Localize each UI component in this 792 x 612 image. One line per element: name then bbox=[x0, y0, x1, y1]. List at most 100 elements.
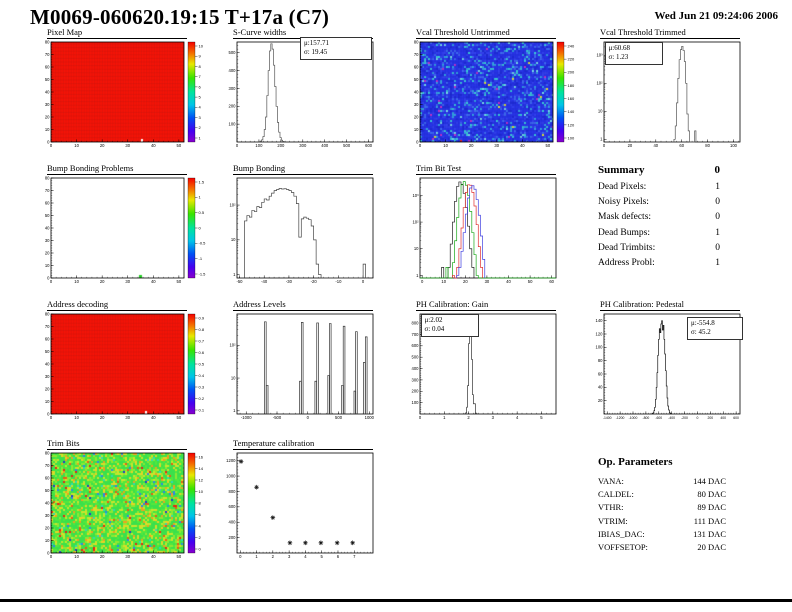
svg-text:10: 10 bbox=[199, 489, 204, 494]
svg-text:30: 30 bbox=[45, 102, 50, 107]
summary-heading: Summary bbox=[598, 164, 645, 176]
svg-text:1.5: 1.5 bbox=[199, 179, 205, 184]
svg-text:10: 10 bbox=[74, 279, 79, 284]
svg-text:0: 0 bbox=[239, 554, 242, 559]
svg-text:20: 20 bbox=[45, 386, 50, 391]
summary-grade: 0 bbox=[714, 164, 721, 176]
svg-text:50: 50 bbox=[45, 349, 50, 354]
plot-temperature-calibration: Temperature calibration 0 1 2 3 4 5 6 7 200 400 60… bbox=[224, 438, 416, 560]
svg-text:140: 140 bbox=[596, 318, 604, 323]
svg-text:3: 3 bbox=[288, 554, 291, 559]
svg-text:50: 50 bbox=[177, 143, 182, 148]
svg-text:80: 80 bbox=[45, 311, 50, 316]
summary-row-dead-trimbits: Dead Trimbits: 0 bbox=[598, 242, 720, 253]
svg-text:3: 3 bbox=[199, 115, 202, 120]
svg-text:60: 60 bbox=[45, 64, 50, 69]
svg-text:400: 400 bbox=[229, 520, 237, 525]
page-bottom-border bbox=[0, 599, 792, 602]
svg-text:0.5: 0.5 bbox=[199, 210, 205, 215]
address-levels-svg: -1000 -500 0 500 1000 1 10 10² bbox=[229, 313, 375, 420]
stats-box-scurve: μ:157.71 σ: 19.45 bbox=[300, 37, 372, 60]
svg-text:-400: -400 bbox=[668, 416, 675, 420]
timestamp: Wed Jun 21 09:24:06 2006 bbox=[654, 10, 778, 22]
svg-text:60: 60 bbox=[549, 279, 554, 284]
svg-text:5: 5 bbox=[199, 95, 202, 100]
plot-title-address-levels: Address Levels bbox=[233, 299, 373, 311]
plot-title-address-decoding: Address decoding bbox=[47, 299, 187, 311]
svg-text:0: 0 bbox=[50, 143, 53, 148]
ph-gain-plot-area: μ:2.02 σ: 0.04 0 1 2 3 4 5 100 200 300 400 500 600 7… bbox=[407, 311, 599, 429]
svg-text:-1200: -1200 bbox=[616, 416, 625, 420]
svg-text:3: 3 bbox=[492, 415, 495, 420]
svg-text:0: 0 bbox=[50, 415, 53, 420]
svg-text:20: 20 bbox=[100, 415, 105, 420]
svg-text:-1: -1 bbox=[199, 256, 203, 261]
svg-text:800: 800 bbox=[229, 489, 237, 494]
stats-box-ph-gain: μ:2.02 σ: 0.04 bbox=[420, 314, 479, 337]
svg-text:10³: 10³ bbox=[412, 193, 419, 198]
svg-text:50: 50 bbox=[177, 279, 182, 284]
svg-text:1: 1 bbox=[199, 195, 202, 200]
svg-text:-500: -500 bbox=[273, 415, 282, 420]
svg-text:6: 6 bbox=[199, 512, 202, 517]
op-parameters-heading: Op. Parameters bbox=[598, 456, 673, 468]
svg-text:40: 40 bbox=[151, 554, 156, 559]
plot-vcal-threshold-untrimmed: Vcal Threshold Untrimmed 0 10 20 30 40 50 0 10 2… bbox=[407, 27, 599, 149]
svg-text:60: 60 bbox=[45, 336, 50, 341]
svg-text:40: 40 bbox=[45, 225, 50, 230]
svg-text:10: 10 bbox=[74, 415, 79, 420]
temperature-calibration-plot-area: 0 1 2 3 4 5 6 7 200 400 600 800 1000 1200 bbox=[224, 450, 416, 568]
svg-text:40: 40 bbox=[151, 415, 156, 420]
svg-text:300: 300 bbox=[299, 143, 307, 148]
svg-text:5: 5 bbox=[540, 415, 543, 420]
svg-text:8: 8 bbox=[199, 500, 202, 505]
svg-text:60: 60 bbox=[45, 200, 50, 205]
svg-text:20: 20 bbox=[414, 114, 419, 119]
svg-text:0.5: 0.5 bbox=[199, 361, 205, 366]
svg-text:30: 30 bbox=[125, 143, 130, 148]
plot-title-trim-bit-test: Trim Bit Test bbox=[416, 163, 556, 175]
svg-text:4: 4 bbox=[199, 523, 202, 528]
svg-text:70: 70 bbox=[414, 52, 419, 57]
svg-text:10: 10 bbox=[414, 246, 419, 251]
svg-text:0.3: 0.3 bbox=[199, 384, 205, 389]
temp-calibration-svg: 0 1 2 3 4 5 6 7 200 400 600 800 1000 1200 bbox=[226, 452, 374, 559]
svg-text:0.9: 0.9 bbox=[199, 315, 205, 320]
svg-text:40: 40 bbox=[653, 143, 658, 148]
svg-text:7: 7 bbox=[199, 74, 202, 79]
svg-text:200: 200 bbox=[708, 416, 714, 420]
svg-text:50: 50 bbox=[45, 77, 50, 82]
plot-address-decoding: Address decoding 0 10 20 30 40 50 0 10 20 30 40 50 6… bbox=[38, 299, 230, 421]
ph-pedestal-plot-area: μ:-554.8 σ: 45.2 -1400 -1200 -1000 -800 -600… bbox=[591, 311, 783, 429]
plot-scurve-widths: S-Curve widths μ:157.71 σ: 19.45 0 100 200… bbox=[224, 27, 416, 149]
svg-text:6: 6 bbox=[199, 84, 202, 89]
svg-text:120: 120 bbox=[568, 122, 575, 127]
svg-text:180: 180 bbox=[568, 83, 575, 88]
svg-text:10: 10 bbox=[45, 127, 50, 132]
svg-text:220: 220 bbox=[568, 57, 575, 62]
scurve-widths-svg: 0 100 200 300 400 500 600 100 200 300 400 500 bbox=[229, 41, 374, 148]
svg-text:600: 600 bbox=[412, 343, 420, 348]
svg-text:200: 200 bbox=[229, 535, 237, 540]
svg-text:1: 1 bbox=[233, 272, 236, 277]
svg-text:60: 60 bbox=[45, 475, 50, 480]
svg-text:-10: -10 bbox=[335, 279, 342, 284]
stats-sigma: σ: 1.23 bbox=[608, 53, 629, 62]
svg-text:600: 600 bbox=[365, 143, 373, 148]
svg-text:20: 20 bbox=[45, 525, 50, 530]
svg-text:50: 50 bbox=[177, 554, 182, 559]
stats-mu: μ:157.71 bbox=[304, 39, 329, 47]
svg-text:200: 200 bbox=[412, 389, 420, 394]
svg-text:-30: -30 bbox=[286, 279, 293, 284]
svg-text:0: 0 bbox=[47, 411, 50, 416]
svg-text:0: 0 bbox=[421, 279, 424, 284]
address-decoding-svg: 0 10 20 30 40 50 0 10 20 30 40 50 60 70 80 0.9 0.8 0.7 0.6… bbox=[45, 311, 205, 420]
svg-text:20: 20 bbox=[100, 143, 105, 148]
svg-text:70: 70 bbox=[45, 188, 50, 193]
svg-text:100: 100 bbox=[412, 400, 420, 405]
svg-text:0: 0 bbox=[419, 415, 422, 420]
bump-problems-plot-area: 0 10 20 30 40 50 0 10 20 30 40 50 60 70 80 1.5 1 0.5 0 -0.5… bbox=[38, 175, 230, 293]
vcal-untrimmed-plot-area: 0 10 20 30 40 50 0 10 20 30 40 50 60 70 80 240 220 200 180… bbox=[407, 39, 599, 157]
svg-text:30: 30 bbox=[125, 415, 130, 420]
svg-text:7: 7 bbox=[353, 554, 356, 559]
